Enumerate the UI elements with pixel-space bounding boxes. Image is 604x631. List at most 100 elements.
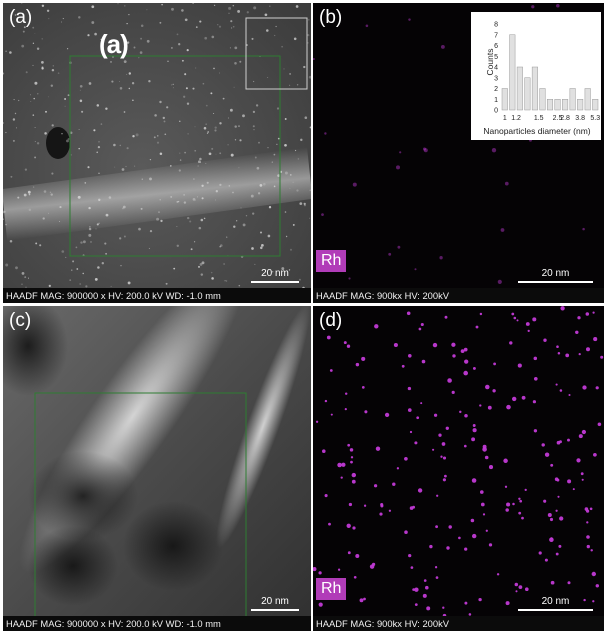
texture-speck: [303, 65, 306, 69]
histogram-bar: [501, 88, 508, 111]
texture-speck: [253, 6, 257, 10]
texture-speck: [198, 226, 202, 230]
panel-a-footer: HAADF MAG: 900000 x HV: 200.0 kV WD: -1.…: [3, 288, 311, 303]
rh-particle-dot: [392, 482, 396, 486]
rh-particle-dot: [592, 600, 595, 603]
rh-particle-dot: [347, 551, 351, 555]
texture-speck: [138, 57, 140, 59]
texture-speck: [14, 14, 17, 16]
scale-bar-d-label: 20 nm: [541, 596, 570, 607]
texture-speck: [195, 26, 198, 28]
texture-speck: [153, 136, 156, 139]
rh-particle-dot: [404, 530, 408, 534]
rh-signal-dot: [556, 4, 560, 8]
rh-particle-dot: [441, 442, 446, 446]
texture-speck: [203, 126, 207, 130]
rh-particle-dot: [600, 355, 604, 359]
rh-particle-dot: [464, 359, 469, 364]
rh-signal-dot: [324, 132, 327, 135]
rh-signal-dot: [440, 44, 445, 49]
texture-speck: [267, 76, 269, 78]
rh-particle-dot: [472, 428, 477, 433]
rh-particle-dot: [585, 347, 591, 352]
rh-particle-dot: [567, 479, 572, 484]
texture-speck: [67, 137, 70, 141]
rh-particle-dot: [506, 502, 511, 507]
panel-d-label: (d): [319, 310, 343, 331]
texture-speck: [21, 283, 23, 285]
texture-speck: [41, 66, 44, 69]
texture-speck: [18, 99, 20, 102]
rh-signal-dot: [321, 213, 324, 216]
texture-speck: [218, 25, 222, 28]
texture-speck: [215, 153, 217, 155]
rh-particle-dot: [414, 441, 418, 445]
rh-particle-dot: [578, 434, 583, 439]
rh-particle-dot: [324, 494, 328, 498]
texture-speck: [268, 206, 272, 209]
histogram-xtick: 5.3: [590, 115, 600, 122]
rh-particle-dot: [595, 584, 600, 588]
texture-speck: [121, 168, 125, 171]
rh-particle-dot: [444, 474, 447, 478]
texture-speck: [32, 26, 35, 29]
panel-a-overlay-label: (a): [99, 29, 129, 59]
texture-speck: [25, 71, 28, 74]
texture-speck: [46, 9, 50, 12]
texture-speck: [5, 223, 7, 226]
rh-particle-dot: [361, 386, 365, 389]
rh-particle-dot: [447, 378, 452, 383]
texture-speck: [126, 41, 130, 44]
panel-a-haadf-image: (a) (a) 20 nm HAADF MAG: 900000 x HV: 20…: [3, 3, 311, 303]
histogram-ytick: 8: [494, 22, 498, 29]
texture-speck: [100, 38, 102, 41]
texture-speck: [91, 5, 95, 9]
rh-particle-dot: [374, 324, 379, 329]
texture-speck: [94, 32, 97, 36]
rh-particle-dot: [435, 525, 438, 529]
texture-speck: [36, 47, 40, 51]
texture-speck: [58, 221, 60, 223]
histogram-bar: [539, 88, 546, 111]
texture-speck: [100, 123, 103, 125]
rh-particle-dot: [518, 497, 521, 501]
texture-speck: [163, 120, 166, 123]
scale-bar-d-line: [518, 609, 593, 611]
rh-particle-dot: [593, 452, 597, 457]
histogram-bar: [569, 88, 576, 111]
histogram-bar: [577, 99, 584, 111]
texture-speck: [164, 133, 167, 136]
texture-speck: [219, 152, 222, 155]
texture-speck: [224, 280, 226, 282]
rh-particle-dot: [418, 327, 422, 331]
texture-speck: [72, 260, 75, 263]
rh-particle-dot: [517, 363, 522, 368]
texture-speck: [205, 104, 208, 107]
haadf-image-c: [3, 306, 311, 631]
texture-speck: [9, 51, 12, 54]
rh-signal-dot: [397, 245, 401, 249]
rh-particle-dot: [351, 472, 356, 478]
texture-speck: [283, 68, 285, 70]
rh-particle-dot: [488, 465, 494, 470]
rh-particle-dot: [479, 312, 483, 316]
texture-speck: [132, 135, 135, 138]
rh-particle-dot: [442, 456, 447, 460]
texture-speck: [183, 95, 186, 98]
texture-speck: [295, 5, 299, 8]
texture-speck: [120, 265, 122, 267]
texture-speck: [79, 99, 83, 103]
rh-particle-dot: [488, 543, 493, 547]
rh-particle-dot: [350, 460, 353, 464]
rh-particle-dot: [550, 537, 553, 540]
rh-particle-dot: [505, 508, 509, 512]
texture-speck: [29, 94, 31, 96]
texture-speck: [195, 67, 197, 69]
texture-speck: [78, 147, 80, 150]
texture-speck: [23, 26, 26, 29]
texture-speck: [64, 105, 66, 107]
texture-speck: [87, 34, 90, 37]
texture-speck: [89, 226, 91, 228]
texture-speck: [199, 263, 203, 266]
rh-particle-dot: [420, 402, 423, 405]
